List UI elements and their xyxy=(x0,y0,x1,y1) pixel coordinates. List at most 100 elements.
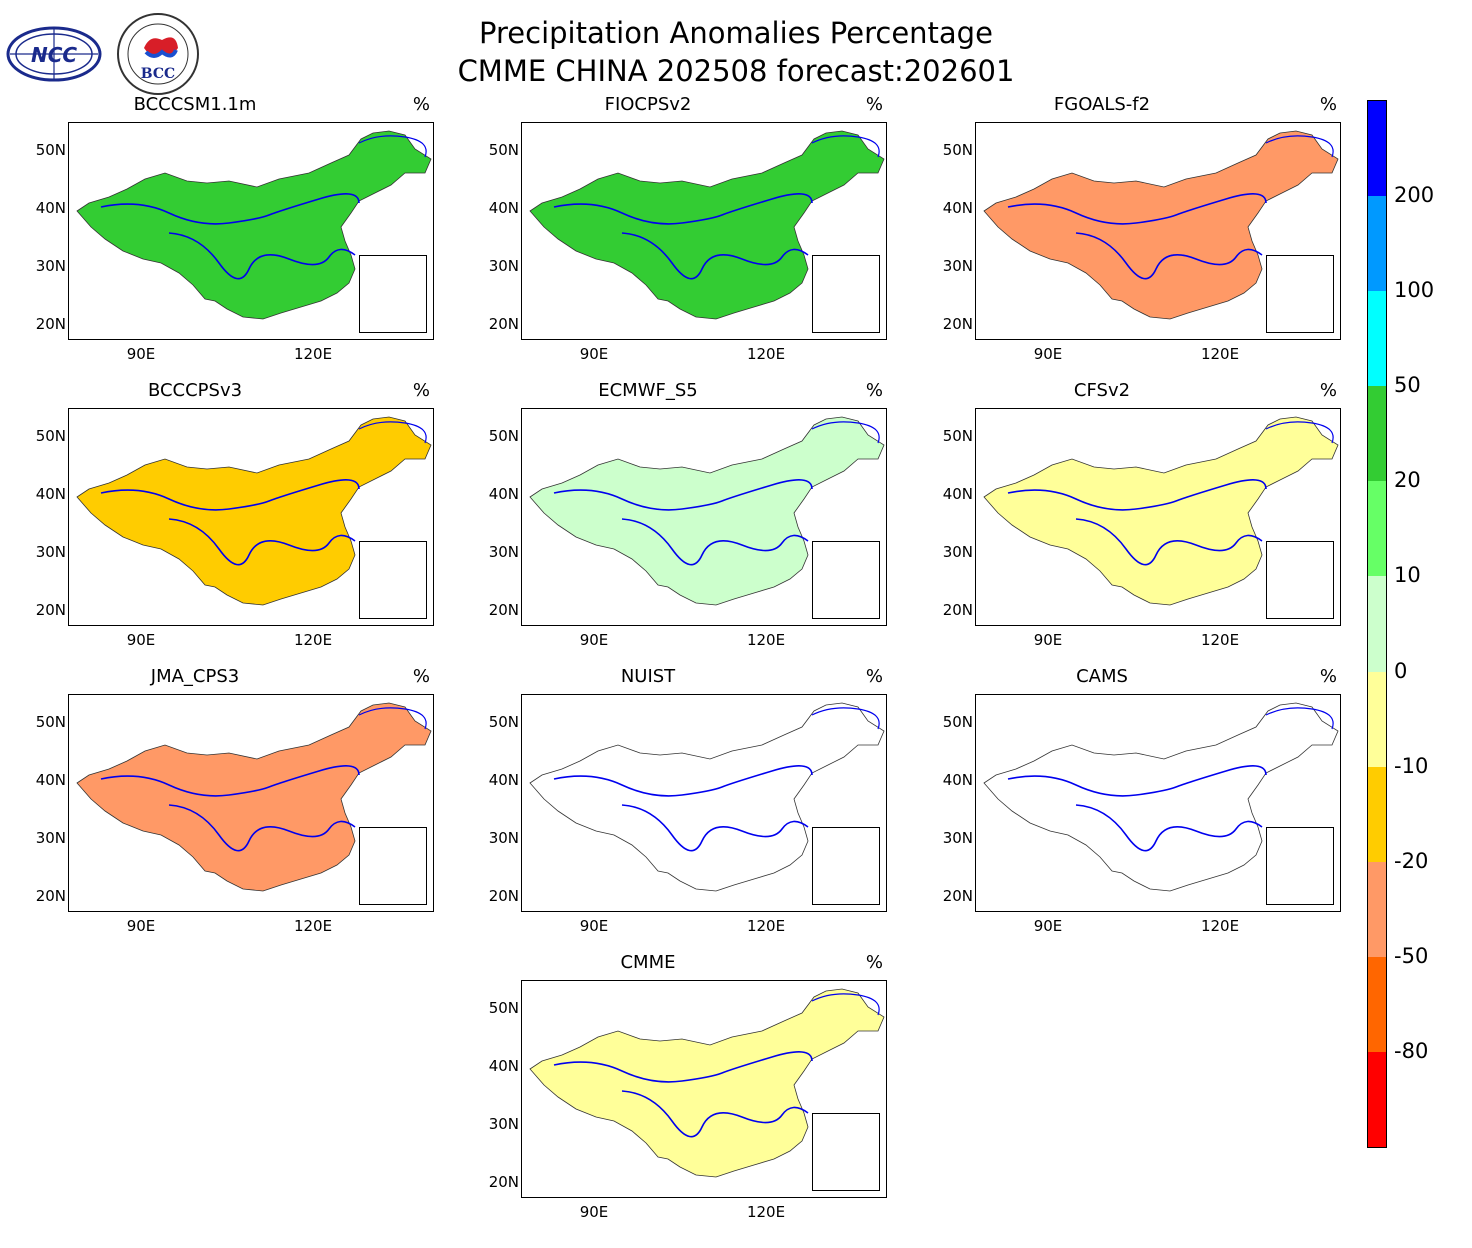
south-china-sea-inset xyxy=(359,827,427,905)
colorbar-label: -10 xyxy=(1394,753,1429,778)
lat-tick-label: 20N xyxy=(942,315,973,333)
panel-unit: % xyxy=(865,94,883,115)
figure-title: Precipitation Anomalies Percentage xyxy=(479,16,993,50)
lat-tick-label: 30N xyxy=(35,543,66,561)
colorbar-segment xyxy=(1368,291,1386,387)
colorbar-label: 0 xyxy=(1394,658,1408,683)
lon-tick-label: 120E xyxy=(1200,917,1240,935)
panel-cfsv2: CFSv2% 50N 40N 30N 20N 90E 120E xyxy=(917,380,1347,662)
lat-tick-label: 40N xyxy=(488,485,519,503)
lat-tick-label: 40N xyxy=(35,485,66,503)
lon-tick-label: 120E xyxy=(293,345,333,363)
panel-cmme: CMME% 50N 40N 30N 20N 90E 120E xyxy=(463,952,893,1234)
lon-tick-label: 90E xyxy=(126,631,156,649)
lon-tick-label: 90E xyxy=(126,917,156,935)
south-china-sea-inset xyxy=(1266,827,1334,905)
map-frame xyxy=(68,122,434,340)
figure-subtitle: CMME CHINA 202508 forecast:202601 xyxy=(457,54,1015,88)
colorbar-label: 10 xyxy=(1394,563,1421,588)
colorbar-segment xyxy=(1368,101,1386,197)
lat-tick-label: 40N xyxy=(942,199,973,217)
lat-tick-label: 20N xyxy=(35,601,66,619)
panel-title: FGOALS-f2 xyxy=(1053,94,1151,115)
china-map xyxy=(529,416,885,606)
panel-unit: % xyxy=(865,380,883,401)
colorbar-segment xyxy=(1368,671,1386,768)
lat-tick-label: 50N xyxy=(35,141,66,159)
lat-tick-label: 40N xyxy=(488,199,519,217)
china-map xyxy=(76,416,432,606)
panel-title: BCCCSM1.1m xyxy=(133,94,257,115)
lat-tick-label: 20N xyxy=(488,1173,519,1191)
china-map xyxy=(529,702,885,892)
south-china-sea-inset xyxy=(812,255,880,333)
bcc-logo: BCC xyxy=(116,12,200,96)
south-china-sea-inset xyxy=(812,1113,880,1191)
lat-tick-label: 50N xyxy=(488,713,519,731)
china-map xyxy=(529,988,885,1178)
panel-title: CFSv2 xyxy=(1073,380,1131,401)
lon-tick-label: 90E xyxy=(579,917,609,935)
china-map xyxy=(983,130,1339,320)
colorbar-label: 100 xyxy=(1394,278,1435,303)
south-china-sea-inset xyxy=(1266,541,1334,619)
lat-tick-label: 50N xyxy=(35,427,66,445)
lon-tick-label: 90E xyxy=(1033,631,1063,649)
south-china-sea-inset xyxy=(1266,255,1334,333)
map-frame xyxy=(68,694,434,912)
lon-tick-label: 90E xyxy=(579,1203,609,1221)
panel-title: NUIST xyxy=(620,666,676,687)
south-china-sea-inset xyxy=(812,541,880,619)
colorbar-label: -80 xyxy=(1394,1038,1429,1063)
map-frame xyxy=(68,408,434,626)
svg-text:NCC: NCC xyxy=(31,43,77,67)
lat-tick-label: 30N xyxy=(942,829,973,847)
lat-tick-label: 50N xyxy=(35,713,66,731)
colorbar-segment xyxy=(1368,576,1386,673)
colorbar-label: 200 xyxy=(1394,183,1435,208)
map-frame xyxy=(521,408,887,626)
panel-unit: % xyxy=(1319,94,1337,115)
lat-tick-label: 20N xyxy=(942,601,973,619)
panel-fiocpsv2: FIOCPSv2% 50N 40N 30N 20N 90E 120E xyxy=(463,94,893,376)
colorbar-label: 50 xyxy=(1394,373,1421,398)
lon-tick-label: 120E xyxy=(1200,345,1240,363)
map-frame xyxy=(521,694,887,912)
lon-tick-label: 120E xyxy=(293,631,333,649)
lat-tick-label: 30N xyxy=(942,257,973,275)
lat-tick-label: 20N xyxy=(488,601,519,619)
map-frame xyxy=(975,694,1341,912)
lon-tick-label: 120E xyxy=(293,917,333,935)
panel-title: FIOCPSv2 xyxy=(604,94,692,115)
colorbar-segment xyxy=(1368,956,1386,1053)
map-frame xyxy=(975,408,1341,626)
lat-tick-label: 30N xyxy=(35,829,66,847)
lat-tick-label: 40N xyxy=(35,199,66,217)
panel-nuist: NUIST% 50N 40N 30N 20N 90E 120E xyxy=(463,666,893,948)
panel-unit: % xyxy=(412,666,430,687)
panel-title: BCCCPSv3 xyxy=(147,380,243,401)
lon-tick-label: 120E xyxy=(1200,631,1240,649)
lon-tick-label: 90E xyxy=(126,345,156,363)
lat-tick-label: 30N xyxy=(488,1115,519,1133)
panel-unit: % xyxy=(1319,380,1337,401)
lon-tick-label: 120E xyxy=(746,1203,786,1221)
lat-tick-label: 40N xyxy=(942,771,973,789)
lat-tick-label: 30N xyxy=(35,257,66,275)
lon-tick-label: 90E xyxy=(579,631,609,649)
panel-fgoals-f2: FGOALS-f2% 50N 40N 30N 20N 90E 120E xyxy=(917,94,1347,376)
map-frame xyxy=(975,122,1341,340)
svg-text:BCC: BCC xyxy=(141,66,175,82)
china-map xyxy=(76,130,432,320)
lat-tick-label: 20N xyxy=(488,315,519,333)
south-china-sea-inset xyxy=(359,255,427,333)
lat-tick-label: 40N xyxy=(35,771,66,789)
panel-unit: % xyxy=(1319,666,1337,687)
china-map xyxy=(529,130,885,320)
colorbar xyxy=(1367,100,1387,1148)
panel-title: CMME xyxy=(620,952,676,973)
lon-tick-label: 90E xyxy=(1033,345,1063,363)
colorbar-segment xyxy=(1368,481,1386,577)
south-china-sea-inset xyxy=(359,541,427,619)
lat-tick-label: 50N xyxy=(488,141,519,159)
